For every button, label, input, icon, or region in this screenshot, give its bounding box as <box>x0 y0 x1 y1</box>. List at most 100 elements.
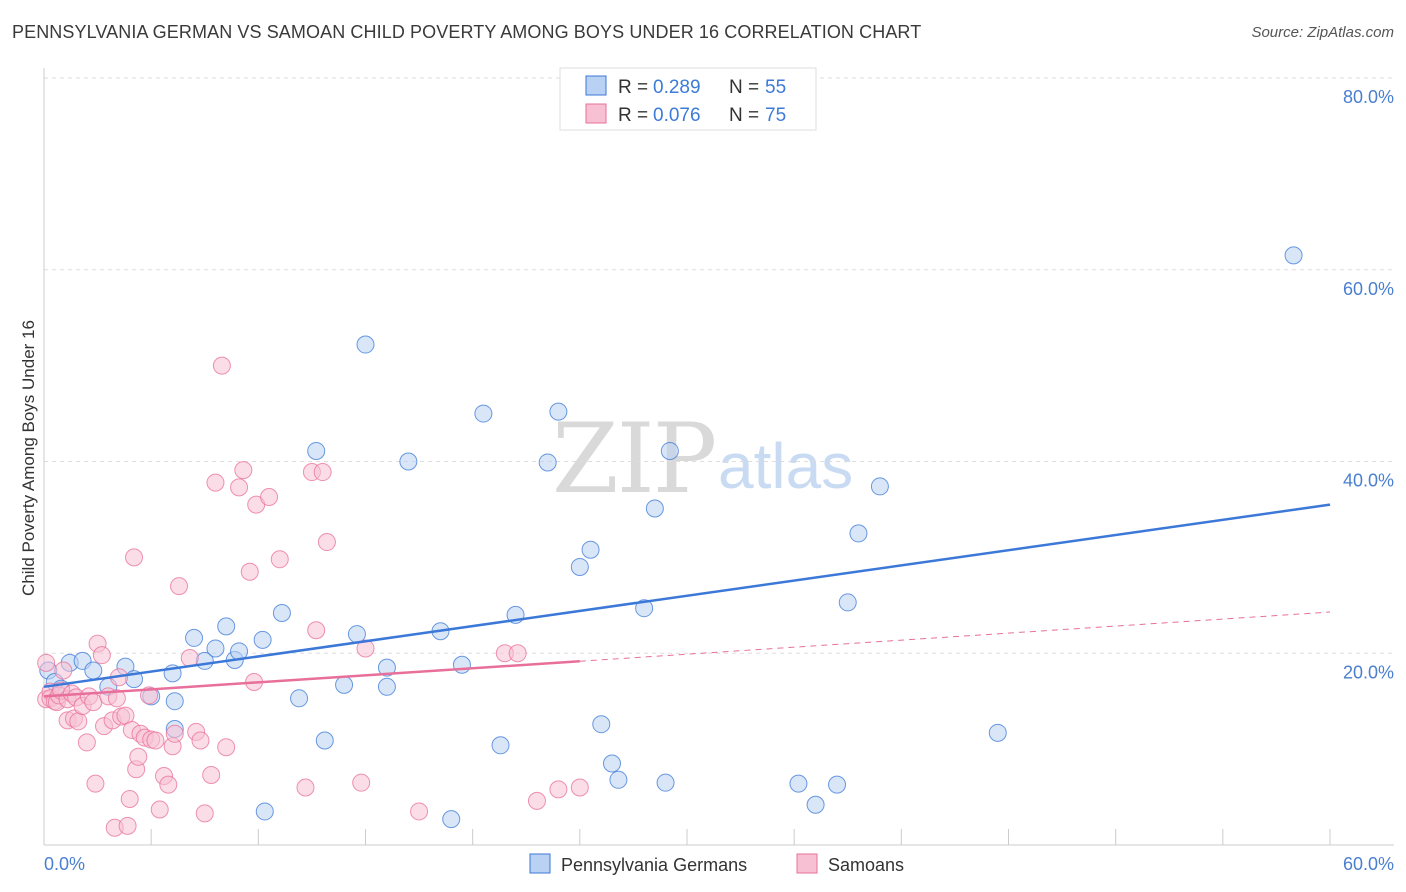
x-tick-label-min: 0.0% <box>44 854 85 874</box>
point-pennsylvania-german <box>399 452 418 471</box>
point-pennsylvania-german <box>870 477 889 496</box>
point-samoan <box>317 533 336 552</box>
watermark-zip: ZIP <box>552 403 715 515</box>
point-samoan <box>170 577 189 596</box>
point-samoan <box>270 550 289 569</box>
point-pennsylvania-german <box>253 630 272 649</box>
legend-swatch-pink <box>585 103 607 124</box>
point-samoan <box>230 478 249 497</box>
point-samoan <box>54 661 73 680</box>
trend-lines <box>43 503 1331 698</box>
point-pennsylvania-german <box>635 599 654 618</box>
point-pennsylvania-german <box>185 628 204 647</box>
point-samoan <box>217 738 236 757</box>
point-samoan <box>202 766 221 785</box>
point-pennsylvania-german <box>491 736 510 755</box>
point-samoan <box>352 773 371 792</box>
point-pennsylvania-german <box>660 441 679 460</box>
y-tick-label: 60.0% <box>1343 279 1394 299</box>
point-pennsylvania-german <box>290 689 309 708</box>
point-pennsylvania-german <box>206 639 225 658</box>
point-pennsylvania-german <box>828 775 847 794</box>
point-samoan <box>356 639 375 658</box>
point-samoan <box>118 816 137 835</box>
point-pennsylvania-german <box>838 593 857 612</box>
point-samoan <box>146 731 165 750</box>
axes <box>43 68 1394 846</box>
x-tick-label-max: 60.0% <box>1343 854 1394 874</box>
point-pennsylvania-german <box>272 603 291 622</box>
point-samoan <box>180 649 199 668</box>
point-samoan <box>508 644 527 663</box>
data-points <box>37 246 1303 837</box>
trend-line-pink-solid <box>43 659 580 698</box>
point-samoan <box>410 802 429 821</box>
point-pennsylvania-german <box>377 677 396 696</box>
point-samoan <box>527 791 546 810</box>
point-pennsylvania-german <box>602 754 621 773</box>
bottom-legend-swatch-blue <box>529 853 551 874</box>
point-pennsylvania-german <box>570 557 589 576</box>
point-pennsylvania-german <box>849 524 868 543</box>
point-samoan <box>240 562 259 581</box>
point-pennsylvania-german <box>84 661 103 680</box>
point-pennsylvania-german <box>474 404 493 423</box>
point-samoan <box>129 747 148 766</box>
y-tick-label: 40.0% <box>1343 471 1394 491</box>
legend-swatch-blue <box>585 75 607 96</box>
point-samoan <box>92 646 111 665</box>
point-pennsylvania-german <box>377 658 396 677</box>
correlation-legend: R = 0.289 N = 55 R = 0.076 N = 75 <box>559 67 817 131</box>
point-pennsylvania-german <box>656 773 675 792</box>
point-pennsylvania-german <box>581 540 600 559</box>
legend-r-value-pink: 0.076 <box>653 105 701 126</box>
point-pennsylvania-german <box>255 802 274 821</box>
point-pennsylvania-german <box>315 731 334 750</box>
point-samoan <box>120 789 139 808</box>
point-pennsylvania-german <box>609 770 628 789</box>
legend-n-value-pink: 75 <box>765 105 786 126</box>
point-samoan <box>37 653 56 672</box>
bottom-legend-label-blue: Pennsylvania Germans <box>561 855 747 875</box>
trend-line-pink-dashed <box>579 611 1331 662</box>
point-pennsylvania-german <box>217 617 236 636</box>
point-samoan <box>260 487 279 506</box>
watermark: ZIP atlas <box>552 403 853 515</box>
point-pennsylvania-german <box>356 335 375 354</box>
point-pennsylvania-german <box>549 402 568 421</box>
y-tick-labels: 20.0% 40.0% 60.0% 80.0% <box>1343 87 1394 682</box>
point-pennsylvania-german <box>452 655 471 674</box>
point-samoan <box>191 731 210 750</box>
point-samoan <box>206 473 225 492</box>
series-legend: Pennsylvania Germans Samoans <box>529 853 904 875</box>
point-pennsylvania-german <box>1284 246 1303 265</box>
legend-n-value-blue: 55 <box>765 77 786 98</box>
y-axis-label: Child Poverty Among Boys Under 16 <box>19 320 38 596</box>
point-pennsylvania-german <box>592 715 611 734</box>
point-samoan <box>195 804 214 823</box>
point-pennsylvania-german <box>645 499 664 518</box>
point-samoan <box>86 774 105 793</box>
point-samoan <box>212 356 231 375</box>
point-samoan <box>150 800 169 819</box>
y-tick-label: 20.0% <box>1343 662 1394 682</box>
x-tick-labels: 0.0% 60.0% <box>44 854 1394 874</box>
y-tick-label: 80.0% <box>1343 87 1394 107</box>
point-samoan <box>159 775 178 794</box>
point-samoan <box>77 733 96 752</box>
bottom-legend-swatch-pink <box>796 853 818 874</box>
point-pennsylvania-german <box>538 453 557 472</box>
point-pennsylvania-german <box>335 675 354 694</box>
trend-line-blue <box>43 503 1331 689</box>
point-samoan <box>69 712 88 731</box>
point-samoan <box>107 689 126 708</box>
point-pennsylvania-german <box>442 810 461 829</box>
point-samoan <box>140 686 159 705</box>
point-samoan <box>549 780 568 799</box>
point-pennsylvania-german <box>165 692 184 711</box>
point-samoan <box>125 548 144 567</box>
point-samoan <box>165 724 184 743</box>
point-samoan <box>307 621 326 640</box>
point-pennsylvania-german <box>307 441 326 460</box>
